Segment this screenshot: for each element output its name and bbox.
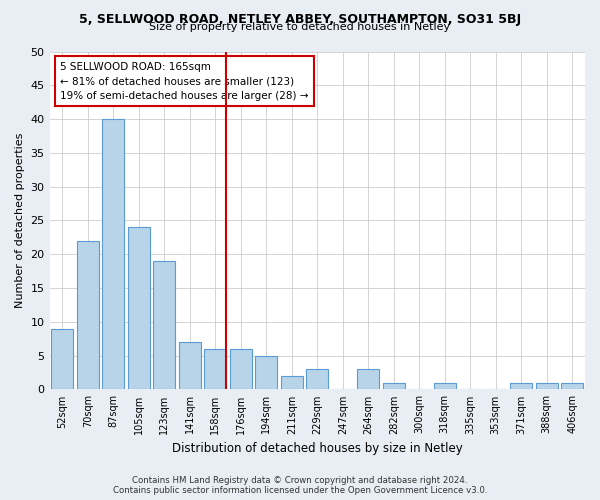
- Bar: [511, 382, 532, 390]
- Bar: [154, 261, 175, 390]
- Bar: [383, 382, 404, 390]
- Bar: [281, 376, 302, 390]
- Bar: [103, 119, 124, 390]
- Bar: [307, 369, 328, 390]
- Bar: [256, 356, 277, 390]
- Bar: [77, 240, 98, 390]
- Bar: [179, 342, 200, 390]
- Bar: [230, 349, 251, 390]
- Bar: [434, 382, 455, 390]
- X-axis label: Distribution of detached houses by size in Netley: Distribution of detached houses by size …: [172, 442, 463, 455]
- Text: Contains HM Land Registry data © Crown copyright and database right 2024.
Contai: Contains HM Land Registry data © Crown c…: [113, 476, 487, 495]
- Bar: [358, 369, 379, 390]
- Text: 5, SELLWOOD ROAD, NETLEY ABBEY, SOUTHAMPTON, SO31 5BJ: 5, SELLWOOD ROAD, NETLEY ABBEY, SOUTHAMP…: [79, 12, 521, 26]
- Bar: [52, 328, 73, 390]
- Bar: [562, 382, 583, 390]
- Y-axis label: Number of detached properties: Number of detached properties: [15, 133, 25, 308]
- Bar: [128, 227, 149, 390]
- Text: 5 SELLWOOD ROAD: 165sqm
← 81% of detached houses are smaller (123)
19% of semi-d: 5 SELLWOOD ROAD: 165sqm ← 81% of detache…: [60, 62, 309, 101]
- Text: Size of property relative to detached houses in Netley: Size of property relative to detached ho…: [149, 22, 451, 32]
- Bar: [205, 349, 226, 390]
- Bar: [536, 382, 557, 390]
